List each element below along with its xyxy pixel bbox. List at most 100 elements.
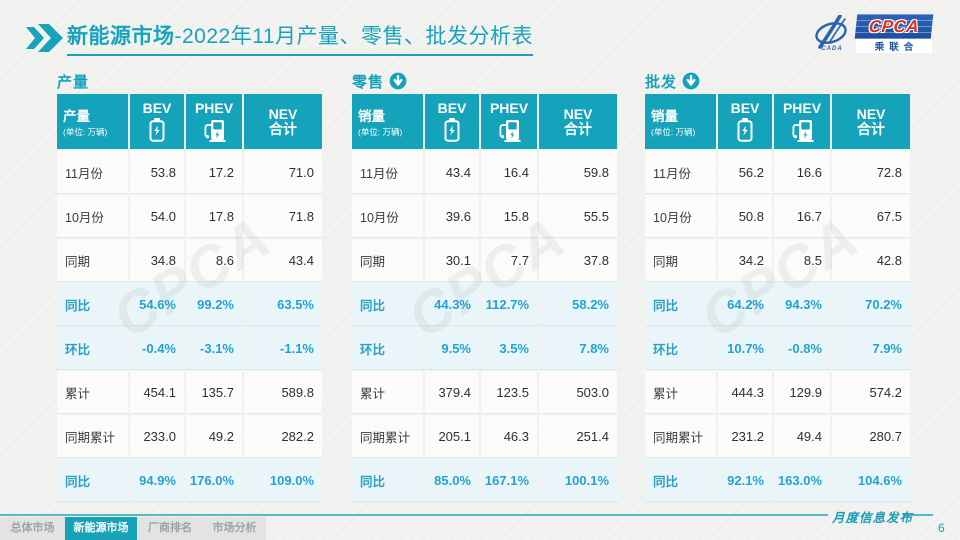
nev-value: 7.8% [539, 327, 617, 370]
bev-value: 39.6 [425, 195, 479, 238]
tab-nev-market[interactable]: 新能源市场 [65, 517, 137, 540]
row-label: 同比 [57, 459, 128, 502]
table-row-highlight: 环比 -0.4% -3.1% -1.1% [57, 327, 322, 370]
bev-value: 454.1 [130, 371, 184, 414]
table-row: 累计 379.4 123.5 503.0 [352, 371, 617, 414]
phev-value: 123.5 [481, 371, 537, 414]
double-chevron-icon [26, 24, 63, 52]
nev-value: 109.0% [244, 459, 322, 502]
header-label-cell: 销量 (单位: 万辆) [352, 94, 423, 149]
table-row-highlight: 同比 94.9% 176.0% 109.0% [57, 459, 322, 502]
nev-value: 574.2 [832, 371, 910, 414]
phev-value: 163.0% [774, 459, 830, 502]
nev-value: 70.2% [832, 283, 910, 326]
table-row: 10月份 54.0 17.8 71.8 [57, 195, 322, 238]
row-label: 累计 [57, 371, 128, 414]
header-label: 销量 [358, 109, 385, 124]
nev-value: 63.5% [244, 283, 322, 326]
bev-value: 56.2 [718, 151, 772, 194]
cpca-swoosh-icon: CADA [812, 15, 852, 52]
header-unit: (单位: 万辆) [651, 127, 696, 137]
nev-value: 589.8 [244, 371, 322, 414]
bev-value: 64.2% [718, 283, 772, 326]
header-bev-cell: BEV [130, 94, 184, 149]
bev-value: 231.2 [718, 415, 772, 458]
phev-value: -0.8% [774, 327, 830, 370]
row-label: 同比 [645, 459, 716, 502]
header-label-cell: 销量 (单位: 万辆) [645, 94, 716, 149]
phev-value: 15.8 [481, 195, 537, 238]
bev-value: 9.5% [425, 327, 479, 370]
header-phev-cell: PHEV [186, 94, 242, 149]
cpca-badge: CPCA 乘联合 [854, 14, 934, 53]
cpca-badge-text: CPCA [867, 16, 921, 36]
phev-value: -3.1% [186, 327, 242, 370]
header-nev-cell: NEV 合计 [832, 94, 910, 149]
battery-icon [149, 118, 165, 142]
row-label: 同期 [645, 239, 716, 282]
row-label: 11月份 [57, 151, 128, 194]
bev-value: 30.1 [425, 239, 479, 282]
nev-value: 503.0 [539, 371, 617, 414]
bev-value: 205.1 [425, 415, 479, 458]
bev-value: 54.6% [130, 283, 184, 326]
row-label: 同期 [352, 239, 423, 282]
nev-value: 7.9% [832, 327, 910, 370]
header-label: 产量 [63, 109, 90, 124]
tab-overall-market[interactable]: 总体市场 [0, 517, 65, 540]
tab-market-analysis[interactable]: 市场分析 [203, 517, 266, 540]
page-title: 新能源市场-2022年11月产量、零售、批发分析表 [67, 20, 534, 56]
table-row: 同期累计 205.1 46.3 251.4 [352, 415, 617, 458]
row-label: 10月份 [57, 195, 128, 238]
nev-value: 42.8 [832, 239, 910, 282]
production-section: 产量 产量 (单位: 万辆) BEV PHEV [57, 68, 322, 503]
row-label: 同期 [57, 239, 128, 282]
battery-icon [737, 118, 753, 142]
phev-value: 49.2 [186, 415, 242, 458]
nev-value: 71.8 [244, 195, 322, 238]
cpca-logo: CADA CPCA 乘联合 [812, 14, 934, 53]
header-unit: (单位: 万辆) [63, 127, 108, 137]
bev-value: -0.4% [130, 327, 184, 370]
retail-table: 销量 (单位: 万辆) BEV PHEV NEV 合 [352, 94, 617, 502]
header-phev-cell: PHEV [774, 94, 830, 149]
cpca-badge-subtext: 乘联合 [856, 39, 932, 53]
wholesale-section-title: 批发 [645, 73, 678, 91]
phev-value: 8.5 [774, 239, 830, 282]
row-label: 同比 [352, 459, 423, 502]
table-header-row: 产量 (单位: 万辆) BEV PHEV NEV 合 [57, 94, 322, 149]
table-row: 10月份 39.6 15.8 55.5 [352, 195, 617, 238]
phev-value: 17.2 [186, 151, 242, 194]
down-arrow-icon [389, 72, 407, 90]
header-bev-cell: BEV [425, 94, 479, 149]
header-nev-cell: NEV 合计 [539, 94, 617, 149]
production-section-title: 产量 [57, 73, 90, 91]
nev-value: 55.5 [539, 195, 617, 238]
row-label: 环比 [57, 327, 128, 370]
table-row-highlight: 同比 64.2% 94.3% 70.2% [645, 283, 910, 326]
table-row: 10月份 50.8 16.7 67.5 [645, 195, 910, 238]
bev-value: 54.0 [130, 195, 184, 238]
bev-value: 34.2 [718, 239, 772, 282]
table-row-highlight: 环比 10.7% -0.8% 7.9% [645, 327, 910, 370]
bev-value: 233.0 [130, 415, 184, 458]
row-label: 累计 [645, 371, 716, 414]
row-label: 环比 [352, 327, 423, 370]
production-table: 产量 (单位: 万辆) BEV PHEV NEV 合 [57, 94, 322, 502]
phev-value: 94.3% [774, 283, 830, 326]
row-label: 同期累计 [352, 415, 423, 458]
nev-value: 67.5 [832, 195, 910, 238]
table-row: 累计 454.1 135.7 589.8 [57, 371, 322, 414]
table-header-row: 销量 (单位: 万辆) BEV PHEV NEV 合 [645, 94, 910, 149]
row-label: 同期累计 [645, 415, 716, 458]
page-title-bold: 新能源市场 [67, 25, 175, 48]
nev-value: 280.7 [832, 415, 910, 458]
header-label: 销量 [651, 109, 678, 124]
tab-manufacturer-ranking[interactable]: 厂商排名 [137, 517, 203, 540]
table-row: 同期累计 233.0 49.2 282.2 [57, 415, 322, 458]
header-unit: (单位: 万辆) [358, 127, 403, 137]
header-phev-cell: PHEV [481, 94, 537, 149]
phev-value: 129.9 [774, 371, 830, 414]
nev-value: 37.8 [539, 239, 617, 282]
